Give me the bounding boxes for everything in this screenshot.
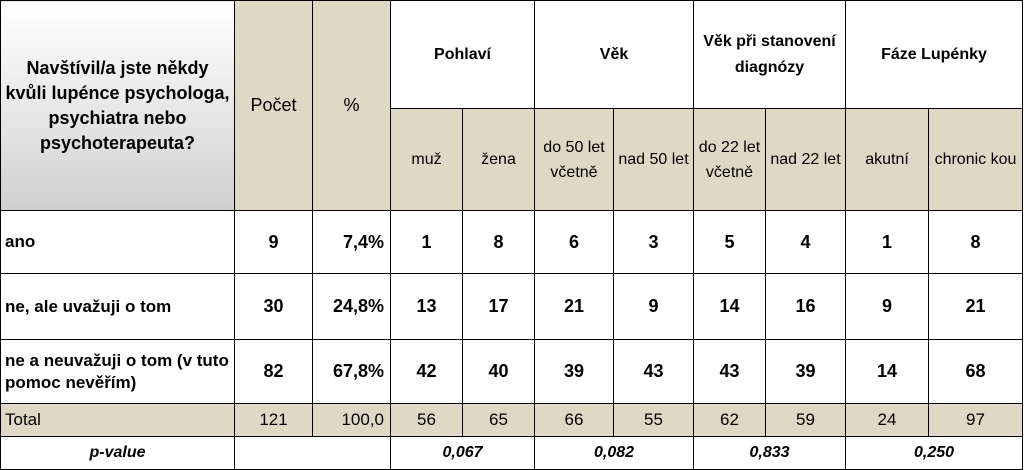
percent-cell: 7,4% — [312, 210, 391, 274]
pvalue-psoriasis-phase: 0,250 — [845, 436, 1023, 470]
value-cell: 9 — [613, 273, 694, 340]
pvalue-diagnosis-age: 0,833 — [693, 436, 846, 470]
value-cell: 16 — [765, 273, 846, 340]
subgroup-header: chronic kou — [928, 108, 1023, 211]
group-header-diagnosis-age: Věk při stanovení diagnózy — [693, 0, 846, 109]
subgroup-header: muž — [390, 108, 463, 211]
value-cell: 43 — [693, 339, 766, 404]
value-cell: 8 — [928, 210, 1023, 274]
pvalue-empty-cell — [234, 436, 391, 470]
value-cell: 40 — [462, 339, 535, 404]
total-percent: 100,0 — [312, 403, 391, 437]
percent-cell: 67,8% — [312, 339, 391, 404]
group-header-age: Věk — [534, 0, 694, 109]
value-cell: 6 — [534, 210, 614, 274]
header-row-subgroups: muž žena do 50 let včetně nad 50 let do … — [1, 108, 1023, 211]
count-cell: 82 — [234, 339, 313, 404]
pvalue-age: 0,082 — [534, 436, 694, 470]
value-cell: 21 — [534, 273, 614, 340]
group-header-psoriasis-phase: Fáze Lupénky — [845, 0, 1023, 109]
value-cell: 39 — [534, 339, 614, 404]
total-value: 55 — [613, 403, 694, 437]
subgroup-header: do 22 let včetně — [693, 108, 766, 211]
percent-cell: 24,8% — [312, 273, 391, 340]
value-cell: 68 — [928, 339, 1023, 404]
value-cell: 42 — [390, 339, 463, 404]
subgroup-header: žena — [462, 108, 535, 211]
header-row-groups: Navštívil/a jste někdy kvůli lupénce psy… — [0, 0, 1023, 211]
total-value: 66 — [534, 403, 614, 437]
value-cell: 14 — [693, 273, 766, 340]
value-cell: 9 — [845, 273, 929, 340]
subgroup-header: akutní — [845, 108, 929, 211]
pvalue-label: p-value — [0, 436, 235, 470]
value-cell: 17 — [462, 273, 535, 340]
total-count: 121 — [234, 403, 313, 437]
value-cell: 3 — [613, 210, 694, 274]
table-row: ano 9 7,4% 1 8 6 3 5 4 1 8 — [0, 210, 1023, 274]
value-cell: 13 — [390, 273, 463, 340]
total-label: Total — [0, 403, 235, 437]
subgroup-header: nad 22 let — [765, 108, 846, 211]
subgroup-header: do 50 let včetně — [534, 108, 614, 211]
total-value: 97 — [928, 403, 1023, 437]
value-cell: 1 — [390, 210, 463, 274]
value-cell: 14 — [845, 339, 929, 404]
total-value: 59 — [765, 403, 846, 437]
pvalue-sex: 0,067 — [390, 436, 535, 470]
percent-header: % — [312, 0, 391, 211]
count-cell: 30 — [234, 273, 313, 340]
value-cell: 5 — [693, 210, 766, 274]
pvalue-row: p-value 0,067 0,082 0,833 0,250 — [0, 436, 1023, 470]
row-label: ne a neuvažuji o tom (v tuto pomoc nevěř… — [0, 339, 235, 404]
count-cell: 9 — [234, 210, 313, 274]
total-value: 65 — [462, 403, 535, 437]
value-cell: 43 — [613, 339, 694, 404]
total-value: 62 — [693, 403, 766, 437]
subgroup-header: nad 50 let — [613, 108, 694, 211]
question-header: Navštívil/a jste někdy kvůli lupénce psy… — [0, 0, 235, 211]
value-cell: 21 — [928, 273, 1023, 340]
table-row: ne, ale uvažuji o tom 30 24,8% 13 17 21 … — [0, 273, 1023, 340]
value-cell: 1 — [845, 210, 929, 274]
value-cell: 4 — [765, 210, 846, 274]
count-header: Počet — [234, 0, 313, 211]
total-value: 56 — [390, 403, 463, 437]
row-label: ne, ale uvažuji o tom — [0, 273, 235, 340]
table-row: ne a neuvažuji o tom (v tuto pomoc nevěř… — [0, 339, 1023, 404]
value-cell: 39 — [765, 339, 846, 404]
total-value: 24 — [845, 403, 929, 437]
group-header-sex: Pohlaví — [390, 0, 535, 109]
value-cell: 8 — [462, 210, 535, 274]
total-row: Total 121 100,0 56 65 66 55 62 59 24 97 — [0, 403, 1023, 437]
row-label: ano — [0, 210, 235, 274]
